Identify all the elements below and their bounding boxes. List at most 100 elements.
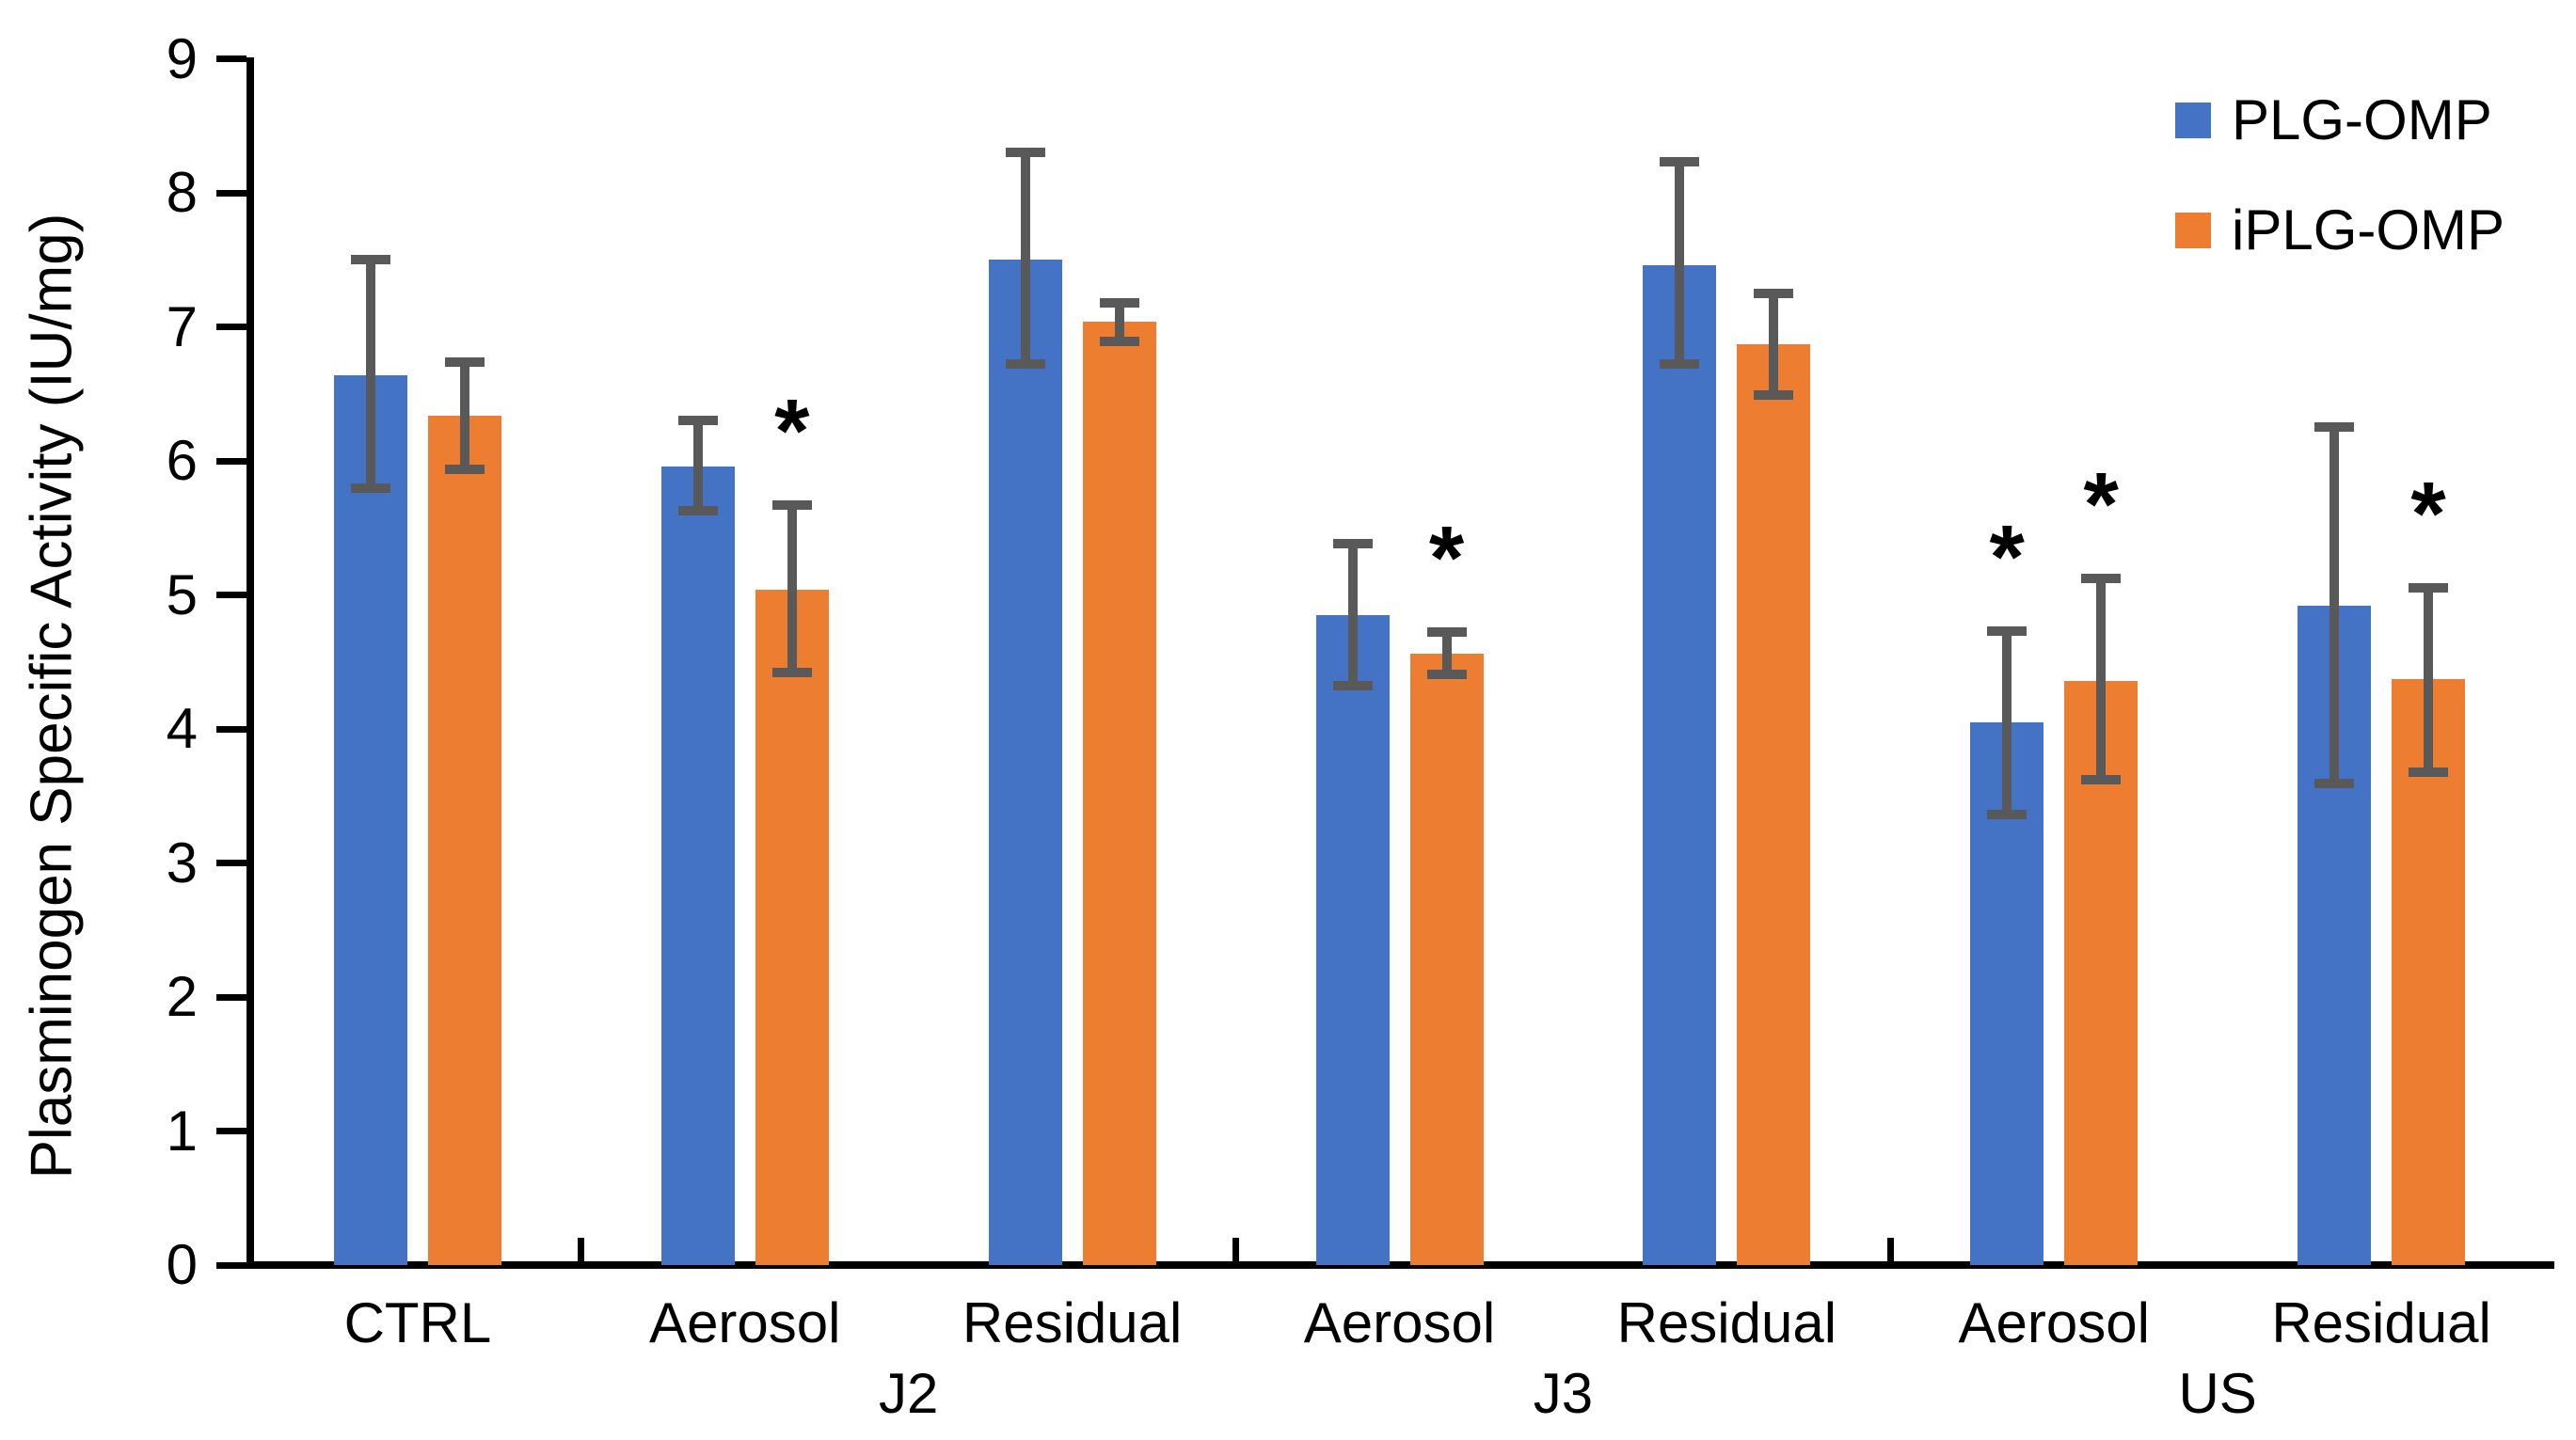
bar-iplg-omp	[1082, 321, 1156, 1265]
error-bar-cap-bottom	[1332, 681, 1373, 691]
error-bar-cap-top	[771, 500, 812, 511]
bar-plg-omp	[333, 374, 407, 1265]
error-bar-line	[1769, 293, 1779, 396]
error-bar-cap-bottom	[1099, 337, 1139, 347]
bar-iplg-omp	[1409, 654, 1484, 1265]
bar-iplg-omp	[755, 589, 829, 1265]
y-tick-label: 6	[166, 429, 198, 492]
error-bar-line	[2002, 630, 2012, 815]
error-bar-cap-top	[1754, 288, 1794, 298]
sig-asterisk: *	[2410, 464, 2446, 565]
group-label: J2	[879, 1362, 939, 1425]
bar-iplg-omp	[427, 415, 501, 1265]
error-bar-line	[692, 420, 703, 511]
y-tick-label: 4	[166, 697, 198, 760]
category-label: Aerosol	[1958, 1291, 2150, 1354]
error-bar-cap-top	[2314, 422, 2355, 433]
error-bar-cap-bottom	[2314, 779, 2355, 789]
sig-asterisk: *	[2083, 454, 2119, 556]
category-label: Residual	[1616, 1291, 1837, 1354]
error-bar-cap-bottom	[1426, 669, 1467, 679]
y-tick	[216, 725, 246, 733]
y-tick-label: 2	[166, 965, 198, 1028]
y-axis-line	[246, 56, 254, 1269]
y-tick-label: 1	[166, 1099, 198, 1163]
error-bar-line	[2096, 578, 2107, 781]
error-bar-cap-top	[2409, 583, 2449, 593]
legend-item: PLG-OMP	[2175, 87, 2492, 152]
error-bar-line	[2424, 588, 2434, 772]
legend-swatch	[2175, 212, 2211, 248]
y-tick	[216, 993, 246, 1001]
error-bar-cap-bottom	[771, 668, 812, 678]
error-bar-line	[787, 505, 797, 673]
bar-iplg-omp	[1737, 344, 1811, 1265]
error-bar-line	[459, 361, 469, 469]
y-tick-label: 3	[166, 831, 198, 894]
y-tick	[216, 55, 246, 62]
error-bar-line	[1441, 632, 1452, 674]
error-bar-line	[1675, 162, 1685, 365]
error-bar-cap-bottom	[350, 483, 390, 493]
group-label: J3	[1533, 1362, 1594, 1425]
error-bar-cap-top	[1426, 627, 1467, 638]
error-bar-cap-top	[677, 416, 718, 426]
y-tick-label: 0	[166, 1233, 198, 1296]
y-tick	[216, 189, 246, 197]
category-label: Residual	[962, 1291, 1183, 1354]
bar-plg-omp	[988, 260, 1062, 1265]
x-boundary-tick	[578, 1238, 585, 1265]
bar-plg-omp	[660, 466, 735, 1265]
error-bar-line	[1347, 544, 1358, 687]
legend-label: iPLG-OMP	[2232, 198, 2505, 261]
error-bar-cap-bottom	[1754, 390, 1794, 401]
error-bar-line	[1114, 302, 1124, 342]
y-tick	[216, 1128, 246, 1134]
y-tick-label: 5	[166, 562, 198, 626]
x-boundary-tick	[1886, 1238, 1894, 1265]
y-axis-title: Plasminogen Specific Activity (IU/mg)	[19, 213, 85, 1179]
error-bar-cap-bottom	[444, 464, 485, 474]
error-bar-cap-bottom	[2081, 775, 2122, 785]
sig-asterisk: *	[1989, 506, 2025, 608]
category-label: Aerosol	[649, 1291, 841, 1354]
bar-plg-omp	[1643, 264, 1717, 1265]
error-bar-cap-top	[1332, 539, 1373, 549]
x-axis-line	[246, 1261, 2554, 1269]
y-tick-label: 7	[166, 294, 198, 358]
group-label: US	[2178, 1362, 2257, 1425]
legend-label: PLG-OMP	[2232, 88, 2492, 151]
legend-item: iPLG-OMP	[2175, 198, 2504, 262]
x-boundary-tick	[1232, 1238, 1240, 1265]
error-bar-cap-bottom	[1987, 810, 2027, 820]
category-label: Residual	[2271, 1291, 2491, 1354]
category-label: Aerosol	[1303, 1291, 1496, 1354]
sig-asterisk: *	[1428, 508, 1465, 609]
y-tick	[216, 592, 246, 598]
error-bar-line	[1020, 152, 1030, 365]
bar-plg-omp	[1315, 614, 1390, 1265]
y-tick-label: 9	[166, 26, 198, 90]
error-bar-cap-bottom	[2409, 767, 2449, 777]
error-bar-line	[2330, 427, 2340, 784]
y-tick	[216, 1261, 246, 1269]
error-bar-cap-top	[2081, 574, 2122, 584]
bar-iplg-omp	[2392, 679, 2466, 1265]
error-bar-cap-top	[1005, 148, 1045, 158]
y-tick	[216, 324, 246, 330]
error-bar-cap-top	[1987, 625, 2027, 636]
error-bar-cap-top	[444, 356, 485, 367]
category-label: CTRL	[343, 1291, 492, 1354]
error-bar-line	[365, 260, 375, 488]
y-tick	[216, 457, 246, 465]
error-bar-cap-bottom	[677, 505, 718, 515]
error-bar-cap-bottom	[1660, 359, 1700, 370]
sig-asterisk: *	[774, 381, 810, 483]
error-bar-cap-bottom	[1005, 359, 1045, 370]
error-bar-cap-top	[1099, 297, 1139, 308]
y-tick	[216, 860, 246, 866]
y-tick-label: 8	[166, 161, 198, 224]
error-bar-cap-top	[350, 255, 390, 265]
legend-swatch	[2175, 102, 2211, 138]
